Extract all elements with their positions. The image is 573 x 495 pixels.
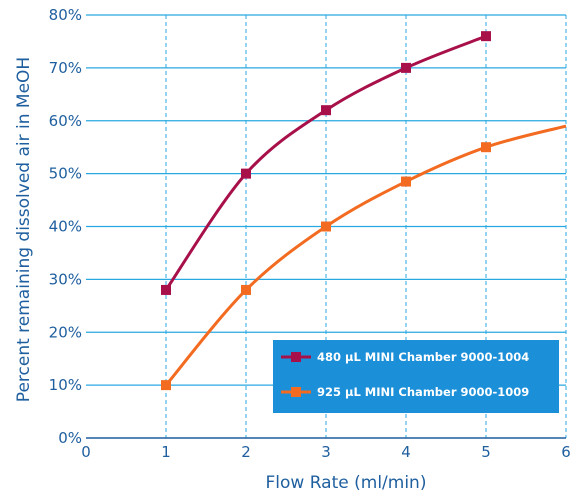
y-tick-label: 0% [58, 429, 82, 447]
y-tick-label: 40% [49, 218, 82, 236]
data-point-marker [241, 168, 251, 179]
series-layer [161, 31, 567, 391]
y-tick-label: 10% [49, 376, 82, 394]
data-point-marker [161, 380, 171, 391]
legend-swatch-marker [291, 387, 301, 397]
legend-box [273, 340, 559, 413]
data-point-marker [241, 284, 251, 295]
data-point-marker [481, 31, 491, 42]
y-tick-label: 60% [49, 112, 82, 130]
legend: 480 µL MINI Chamber 9000-1004 925 µL MINI… [273, 340, 559, 413]
x-axis-label: Flow Rate (ml/min) [266, 473, 427, 493]
data-point-marker [161, 284, 171, 295]
y-axis-label: Percent remaining dissolved air in MeOH [14, 57, 34, 402]
axes: 0% 10% 20% 30% 40% 50% 60% 70% 80% 0 1 2 3 4 5 6 [49, 6, 571, 461]
data-point-marker [481, 142, 491, 153]
x-tick-label: 3 [321, 443, 331, 461]
x-tick-label: 4 [401, 443, 411, 461]
x-tick-label: 2 [241, 443, 251, 461]
legend-label: 480 µL MINI Chamber 9000-1004 [317, 350, 529, 364]
legend-label: 925 µL MINI Chamber 9000-1009 [317, 385, 529, 399]
y-tick-label: 50% [49, 165, 82, 183]
x-tick-label: 6 [561, 443, 571, 461]
x-tick-label: 5 [481, 443, 491, 461]
y-tick-label: 20% [49, 323, 82, 341]
x-tick-label: 0 [81, 443, 91, 461]
data-point-marker [401, 62, 411, 73]
legend-swatch-marker [291, 352, 301, 362]
y-tick-label: 30% [49, 270, 82, 288]
data-point-marker [321, 221, 331, 232]
data-point-marker [321, 105, 331, 116]
x-tick-label: 1 [161, 443, 171, 461]
y-tick-label: 70% [49, 59, 82, 77]
y-tick-label: 80% [49, 6, 82, 24]
data-point-marker [401, 176, 411, 187]
